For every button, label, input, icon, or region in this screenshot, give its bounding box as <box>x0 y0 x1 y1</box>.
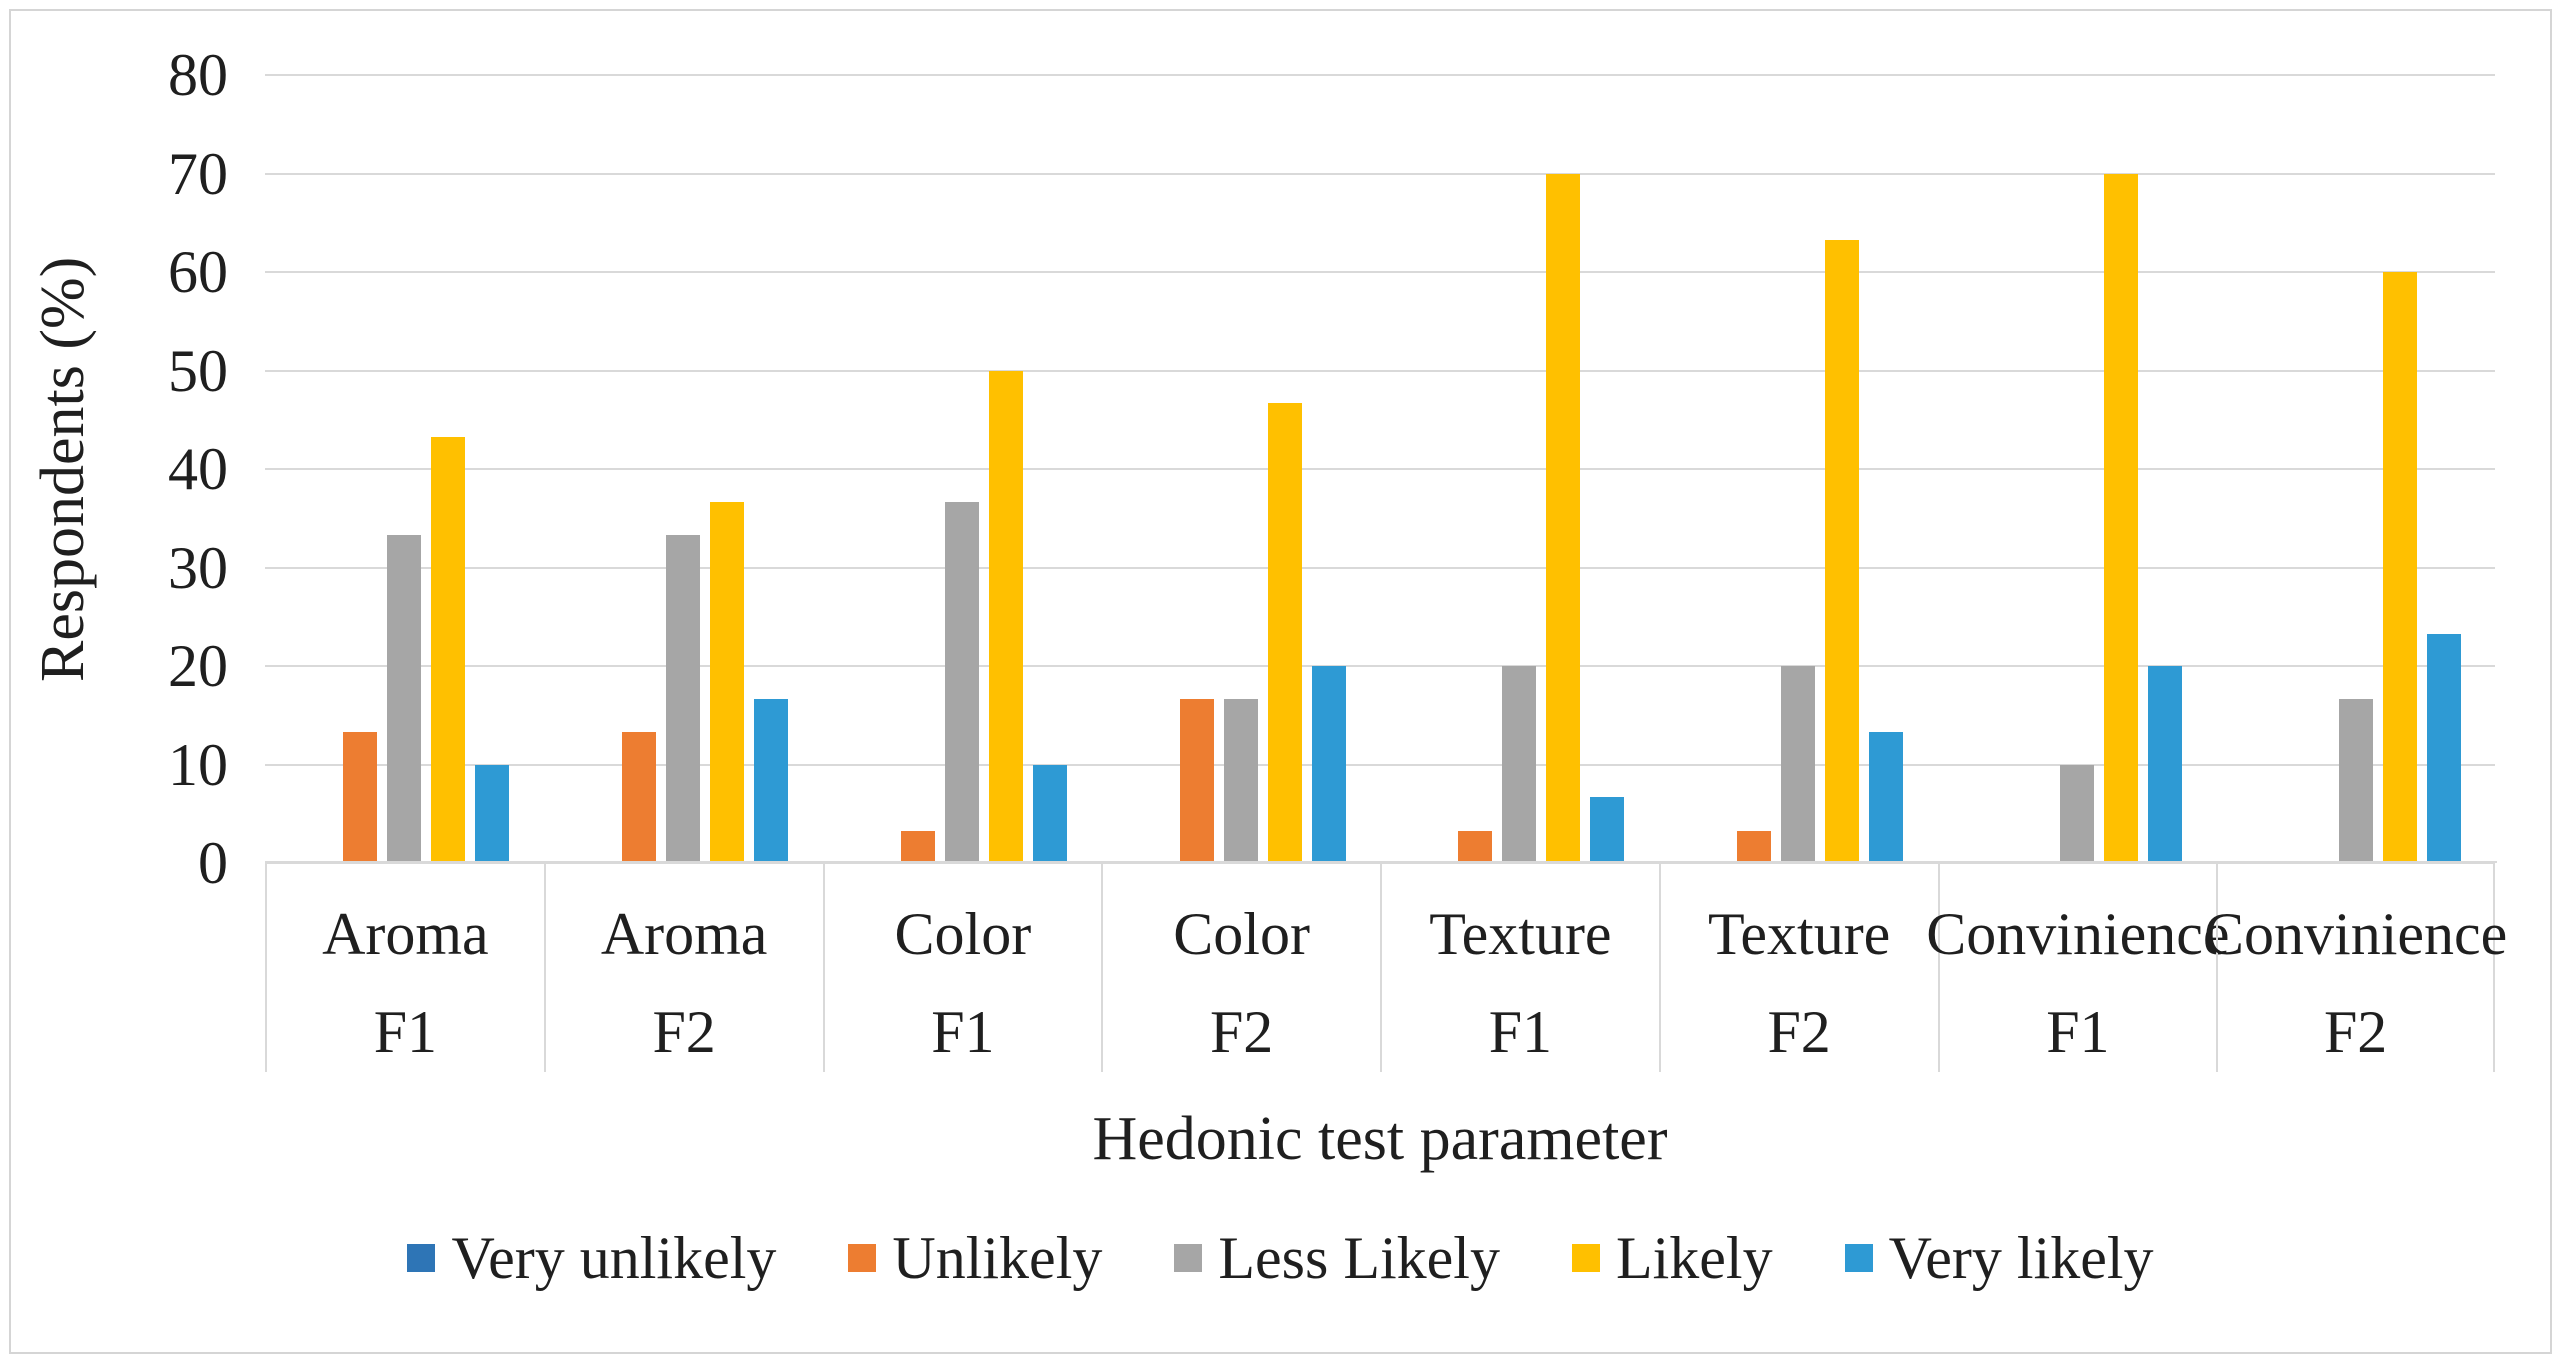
bar-likely-color-f2 <box>1267 403 1302 863</box>
bar-very-likely-aroma-f1 <box>475 764 510 863</box>
bar-likely-texture-f2 <box>1825 239 1860 863</box>
gridline-10 <box>265 763 2495 766</box>
legend-swatch-unlikely <box>848 1244 877 1272</box>
category-parameter-label-color-f1: Color <box>894 901 1032 967</box>
bar-likely-convinience-f1 <box>2103 173 2138 863</box>
legend-label-less-likely: Less Likely <box>1218 1225 1500 1291</box>
category-parameter-label-convinience-f1: Convinience <box>1926 901 2230 967</box>
legend-item-less-likely: Less Likely <box>1174 1226 1500 1290</box>
category-parameter-label-aroma-f2: Aroma <box>600 901 768 967</box>
bar-unlikely-texture-f1 <box>1458 830 1493 863</box>
legend: Very unlikely Unlikely Less Likely Likely Ve… <box>0 1226 2561 1290</box>
bar-less-likely-convinience-f2 <box>2338 698 2373 863</box>
bar-very-likely-texture-f2 <box>1869 732 1904 863</box>
legend-swatch-very-likely <box>1844 1244 1873 1272</box>
legend-item-very-likely: Very likely <box>1844 1225 2154 1291</box>
bar-group-aroma-f2 <box>544 75 823 863</box>
y-tick-label-20: 20 <box>168 633 228 699</box>
y-tick-label-80: 80 <box>168 42 228 108</box>
category-parameter-label-convinience-f2: Convinience <box>2204 901 2508 967</box>
category-formulation-label-convinience-f2: F2 <box>2323 999 2388 1065</box>
category-cell-convinience-f2: Convinience F2 <box>2204 863 2507 1072</box>
bar-unlikely-color-f2 <box>1179 698 1214 863</box>
gridline-70 <box>265 172 2495 175</box>
category-cell-color-f1: Color F1 <box>822 863 1102 1072</box>
bar-group-convinience-f2 <box>2216 75 2495 863</box>
bar-very-likely-texture-f1 <box>1590 797 1625 863</box>
bar-unlikely-texture-f2 <box>1737 830 1772 863</box>
y-tick-label-50: 50 <box>168 337 228 404</box>
gridline-60 <box>265 271 2495 273</box>
gridline-30 <box>265 566 2495 569</box>
bar-less-likely-color-f2 <box>1223 698 1258 863</box>
bar-group-texture-f2 <box>1659 75 1938 863</box>
x-axis-title: Hedonic test parameter <box>1092 1105 1668 1173</box>
category-parameter-label-aroma-f1: Aroma <box>322 901 489 967</box>
bar-group-color-f2 <box>1101 75 1380 863</box>
y-tick-label-10: 10 <box>168 731 228 798</box>
bar-unlikely-aroma-f2 <box>622 732 657 863</box>
category-formulation-label-color-f2: F2 <box>1209 999 1274 1065</box>
category-cell-texture-f1: Texture F1 <box>1380 863 1659 1072</box>
legend-item-unlikely: Unlikely <box>848 1226 1102 1290</box>
bar-very-likely-aroma-f2 <box>754 698 789 863</box>
bar-likely-aroma-f1 <box>431 436 466 863</box>
category-cell-texture-f2: Texture F2 <box>1658 863 1938 1072</box>
category-cell-aroma-f2: Aroma F2 <box>543 863 823 1072</box>
bar-unlikely-aroma-f1 <box>343 732 378 863</box>
bar-very-likely-color-f2 <box>1311 666 1346 863</box>
bar-unlikely-color-f1 <box>900 830 935 863</box>
y-tick-label-0: 0 <box>198 830 228 896</box>
bar-likely-aroma-f2 <box>710 501 745 863</box>
bar-less-likely-texture-f1 <box>1502 666 1537 863</box>
category-formulation-label-aroma-f2: F2 <box>652 999 716 1065</box>
category-parameter-label-texture-f1: Texture <box>1429 901 1612 967</box>
gridline-80 <box>265 74 2495 76</box>
legend-swatch-likely <box>1571 1244 1600 1272</box>
legend-label-very-likely: Very likely <box>1888 1225 2154 1291</box>
bar-likely-color-f1 <box>988 370 1023 863</box>
legend-swatch-very-unlikely <box>407 1244 436 1272</box>
bar-likely-texture-f1 <box>1546 173 1581 863</box>
bar-less-likely-convinience-f1 <box>2059 764 2094 863</box>
y-tick-label-40: 40 <box>168 436 228 502</box>
category-formulation-label-texture-f2: F2 <box>1767 999 1831 1065</box>
bar-very-likely-convinience-f1 <box>2147 666 2182 863</box>
category-formulation-label-color-f1: F1 <box>931 999 995 1065</box>
bar-less-likely-aroma-f1 <box>387 535 422 863</box>
x-axis-line <box>265 861 2497 863</box>
legend-item-likely: Likely <box>1571 1225 1773 1291</box>
category-cell-convinience-f1: Convinience F1 <box>1926 863 2230 1072</box>
category-cell-color-f2: Color F2 <box>1101 863 1380 1072</box>
bar-group-convinience-f1 <box>1938 75 2217 863</box>
bar-less-likely-color-f1 <box>944 501 979 863</box>
bar-less-likely-aroma-f2 <box>666 535 701 863</box>
legend-item-very-unlikely: Very unlikely <box>407 1226 776 1290</box>
legend-label-very-unlikely: Very unlikely <box>451 1225 777 1291</box>
gridline-40 <box>265 468 2495 470</box>
bar-very-likely-convinience-f2 <box>2426 633 2461 863</box>
legend-swatch-less-likely <box>1174 1244 1203 1272</box>
gridline-50 <box>265 369 2495 372</box>
y-tick-label-60: 60 <box>168 239 228 305</box>
category-parameter-label-color-f2: Color <box>1173 901 1310 967</box>
legend-label-likely: Likely <box>1615 1225 1773 1291</box>
category-formulation-label-convinience-f1: F1 <box>2046 999 2110 1065</box>
category-formulation-label-aroma-f1: F1 <box>373 999 438 1065</box>
category-formulation-label-texture-f1: F1 <box>1488 999 1553 1065</box>
y-tick-label-70: 70 <box>168 140 228 207</box>
category-cell-aroma-f1: Aroma F1 <box>265 863 544 1072</box>
bar-group-color-f1 <box>823 75 1102 863</box>
legend-label-unlikely: Unlikely <box>892 1225 1103 1291</box>
category-parameter-label-texture-f2: Texture <box>1707 901 1891 967</box>
y-tick-label-30: 30 <box>168 534 228 601</box>
bar-group-texture-f1 <box>1380 75 1659 863</box>
bar-less-likely-texture-f2 <box>1781 666 1816 863</box>
bar-likely-convinience-f2 <box>2382 272 2417 863</box>
gridline-20 <box>265 665 2495 667</box>
bar-group-aroma-f1 <box>265 75 544 863</box>
bar-very-likely-color-f1 <box>1032 764 1067 863</box>
y-axis-title: Respondents (%) <box>29 256 97 682</box>
